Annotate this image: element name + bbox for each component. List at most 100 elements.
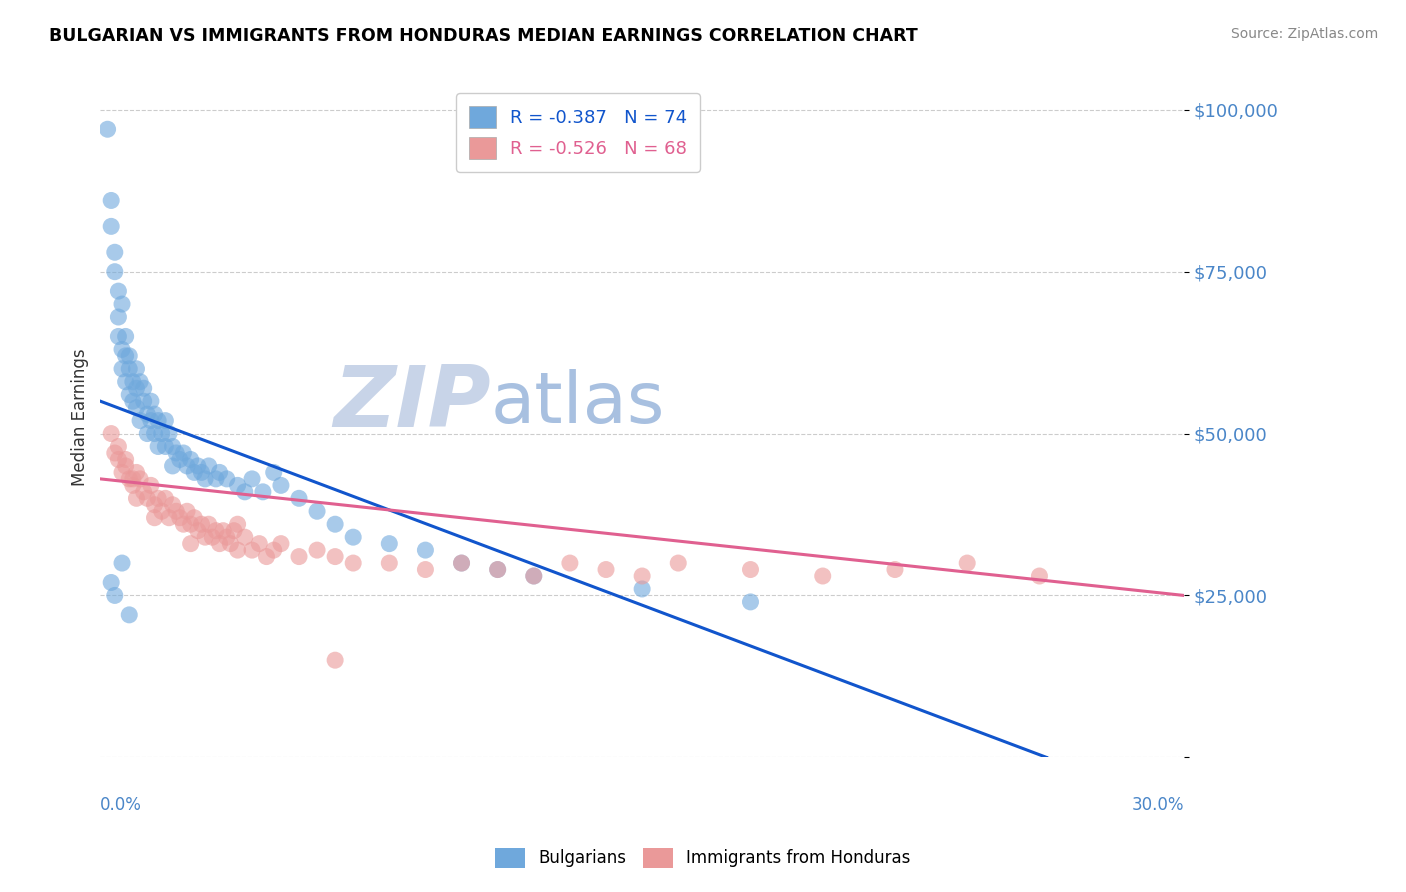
Point bbox=[118, 388, 141, 402]
Point bbox=[118, 472, 141, 486]
Point bbox=[226, 478, 249, 492]
Point bbox=[107, 310, 129, 324]
Text: ZIP: ZIP bbox=[333, 362, 491, 445]
Point bbox=[226, 517, 249, 532]
Point bbox=[157, 426, 180, 441]
Point bbox=[740, 595, 762, 609]
Point bbox=[270, 536, 292, 550]
Point bbox=[136, 407, 159, 421]
Point bbox=[121, 478, 143, 492]
Point bbox=[323, 653, 346, 667]
Point bbox=[263, 543, 285, 558]
Point bbox=[139, 478, 162, 492]
Point bbox=[194, 530, 217, 544]
Point bbox=[118, 349, 141, 363]
Point bbox=[247, 536, 270, 550]
Point bbox=[150, 504, 173, 518]
Point bbox=[136, 491, 159, 506]
Point bbox=[666, 556, 689, 570]
Point bbox=[180, 536, 202, 550]
Point bbox=[111, 343, 134, 357]
Point bbox=[155, 491, 177, 506]
Point bbox=[100, 194, 122, 208]
Point bbox=[256, 549, 278, 564]
Point bbox=[240, 543, 263, 558]
Point bbox=[111, 466, 134, 480]
Point bbox=[415, 543, 437, 558]
Point bbox=[146, 491, 169, 506]
Point bbox=[146, 440, 169, 454]
Point bbox=[121, 472, 143, 486]
Point bbox=[486, 562, 509, 576]
Point bbox=[558, 556, 581, 570]
Point bbox=[323, 517, 346, 532]
Point bbox=[125, 491, 148, 506]
Point bbox=[169, 452, 191, 467]
Point bbox=[125, 466, 148, 480]
Text: atlas: atlas bbox=[491, 369, 665, 438]
Point bbox=[208, 466, 231, 480]
Point bbox=[107, 284, 129, 298]
Point bbox=[139, 414, 162, 428]
Point bbox=[205, 472, 228, 486]
Point bbox=[104, 446, 127, 460]
Point bbox=[323, 549, 346, 564]
Point bbox=[631, 582, 654, 596]
Point bbox=[107, 440, 129, 454]
Point bbox=[139, 394, 162, 409]
Point bbox=[132, 381, 155, 395]
Point bbox=[143, 407, 166, 421]
Point bbox=[172, 446, 194, 460]
Point bbox=[172, 517, 194, 532]
Point bbox=[240, 472, 263, 486]
Point bbox=[180, 517, 202, 532]
Point bbox=[1028, 569, 1050, 583]
Point bbox=[155, 414, 177, 428]
Point bbox=[125, 401, 148, 415]
Point bbox=[155, 440, 177, 454]
Point bbox=[233, 484, 256, 499]
Point bbox=[226, 543, 249, 558]
Y-axis label: Median Earnings: Median Earnings bbox=[72, 349, 89, 486]
Point bbox=[595, 562, 617, 576]
Point bbox=[342, 556, 364, 570]
Point bbox=[187, 524, 209, 538]
Point bbox=[118, 607, 141, 622]
Point bbox=[111, 361, 134, 376]
Point bbox=[157, 510, 180, 524]
Point bbox=[114, 452, 136, 467]
Point bbox=[307, 543, 329, 558]
Text: BULGARIAN VS IMMIGRANTS FROM HONDURAS MEDIAN EARNINGS CORRELATION CHART: BULGARIAN VS IMMIGRANTS FROM HONDURAS ME… bbox=[49, 27, 918, 45]
Point bbox=[107, 452, 129, 467]
Point bbox=[169, 510, 191, 524]
Point bbox=[183, 466, 205, 480]
Point bbox=[114, 349, 136, 363]
Point bbox=[631, 569, 654, 583]
Point bbox=[162, 458, 184, 473]
Point bbox=[121, 375, 143, 389]
Text: 30.0%: 30.0% bbox=[1132, 797, 1184, 814]
Point bbox=[146, 414, 169, 428]
Text: Source: ZipAtlas.com: Source: ZipAtlas.com bbox=[1230, 27, 1378, 41]
Point bbox=[811, 569, 834, 583]
Point bbox=[97, 122, 120, 136]
Point bbox=[197, 458, 219, 473]
Point bbox=[233, 530, 256, 544]
Point bbox=[114, 329, 136, 343]
Point bbox=[125, 361, 148, 376]
Point bbox=[197, 517, 219, 532]
Point bbox=[176, 504, 198, 518]
Point bbox=[180, 452, 202, 467]
Point bbox=[378, 536, 401, 550]
Point bbox=[136, 426, 159, 441]
Point bbox=[143, 498, 166, 512]
Point bbox=[129, 375, 152, 389]
Point bbox=[222, 524, 245, 538]
Point bbox=[129, 414, 152, 428]
Point bbox=[215, 472, 238, 486]
Point bbox=[450, 556, 472, 570]
Point bbox=[205, 524, 228, 538]
Legend: Bulgarians, Immigrants from Honduras: Bulgarians, Immigrants from Honduras bbox=[488, 841, 918, 875]
Point bbox=[415, 562, 437, 576]
Point bbox=[150, 426, 173, 441]
